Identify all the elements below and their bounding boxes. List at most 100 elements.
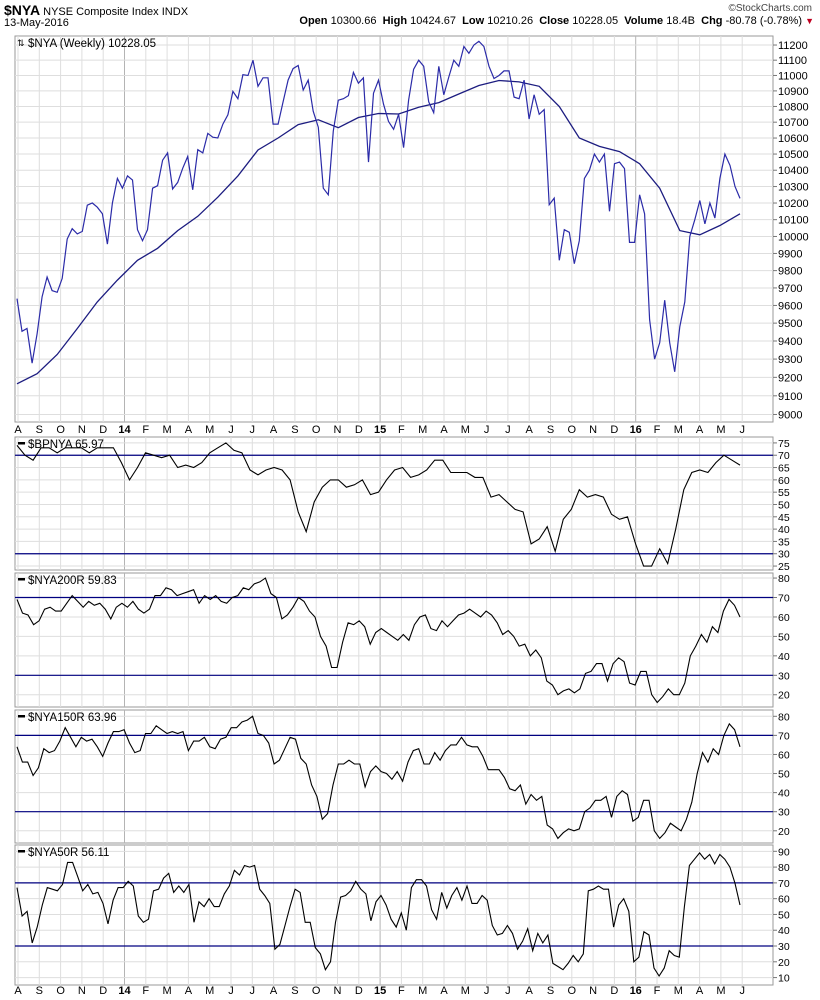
x-month-label: O [56, 985, 65, 997]
y-tick-label: 10200 [778, 198, 809, 210]
x-month-label: A [440, 985, 448, 997]
close-value: 10228.05 [572, 15, 619, 27]
y-tick-label: 9400 [778, 336, 802, 348]
x-month-label: O [56, 424, 65, 436]
y-tick-label: 10900 [778, 86, 809, 98]
index-type: INDX [161, 6, 189, 18]
y-tick-label: 75 [778, 438, 790, 450]
x-month-label: N [334, 424, 342, 436]
y-tick-label: 80 [778, 573, 790, 585]
x-month-label: M [418, 424, 427, 436]
y-tick-label: 70 [778, 450, 790, 462]
x-month-label: J [228, 985, 234, 997]
y-tick-label: 9300 [778, 354, 802, 366]
change-label: Chg [701, 15, 723, 27]
indicator-line [16, 715, 741, 840]
x-month-label: F [142, 985, 149, 997]
y-tick-label: 20 [778, 690, 790, 702]
y-tick-label: 25 [778, 561, 790, 573]
y-tick-label: 50 [778, 499, 790, 511]
y-tick-label: 9800 [778, 266, 802, 278]
change-value: -80.78 (-0.78%) [725, 15, 803, 27]
x-month-label: N [78, 985, 86, 997]
x-month-label: A [526, 424, 534, 436]
x-month-label: A [185, 985, 193, 997]
y-tick-label: 30 [778, 807, 790, 819]
index-name: NYSE Composite Index [43, 6, 159, 18]
x-month-label: D [99, 985, 107, 997]
x-month-label: S [36, 424, 43, 436]
volume-label: Volume [624, 15, 664, 27]
x-month-label: S [547, 985, 554, 997]
x-month-label: S [547, 424, 554, 436]
y-tick-label: 60 [778, 475, 790, 487]
x-month-label: S [291, 424, 298, 436]
x-month-label: J [250, 424, 256, 436]
y-tick-label: 9600 [778, 300, 802, 312]
y-tick-label: 11200 [778, 40, 808, 52]
x-month-label: J [505, 424, 511, 436]
y-tick-label: 40 [778, 925, 790, 937]
x-month-label: A [526, 985, 534, 997]
y-tick-label: 50 [778, 769, 790, 781]
y-tick-label: 30 [778, 670, 790, 682]
x-month-label: N [334, 985, 342, 997]
panel-border [14, 844, 774, 986]
open-label: Open [299, 15, 328, 27]
copyright[interactable]: ©StockCharts.com [728, 3, 812, 14]
x-month-label: J [484, 424, 490, 436]
y-tick-label: 10300 [778, 182, 809, 194]
y-tick-label: 70 [778, 730, 790, 742]
panel-legend: $NYA50R 56.11 [18, 847, 109, 859]
y-tick-label: 30 [778, 941, 790, 953]
x-month-label: J [739, 424, 745, 436]
close-label: Close [539, 15, 570, 27]
x-month-label: D [99, 424, 107, 436]
indicator-line [16, 852, 741, 978]
x-month-label: A [14, 985, 22, 997]
volume-value: 18.4B [666, 15, 695, 27]
x-month-label: D [355, 424, 363, 436]
y-tick-label: 11100 [778, 55, 807, 67]
x-month-label: M [205, 985, 214, 997]
y-tick-label: 35 [778, 536, 790, 548]
y-tick-label: 20 [778, 826, 790, 838]
symbol: $NYA [4, 2, 41, 18]
x-month-label: J [505, 985, 511, 997]
legend-text: $NYA150R 63.96 [28, 712, 117, 724]
y-tick-label: 55 [778, 487, 790, 499]
y-tick-label: 10700 [778, 117, 809, 129]
y-tick-label: 45 [778, 512, 790, 524]
x-month-label: F [654, 985, 661, 997]
low-label: Low [462, 15, 485, 27]
x-month-label: M [716, 424, 725, 436]
x-month-label: J [484, 985, 490, 997]
panel-border [14, 35, 774, 423]
x-year-label: 16 [630, 424, 642, 436]
x-month-label: O [568, 424, 577, 436]
panel-legend: $NYA150R 63.96 [18, 712, 117, 724]
x-month-label: M [163, 985, 172, 997]
x-month-label: F [654, 424, 661, 436]
down-triangle-icon: ▼ [805, 16, 814, 26]
x-axis-labels: A S O N D 14 F M A M J J A S O N D 15 F M A M J J A S O N D 16 F M A M J [14, 985, 745, 997]
x-month-label: A [270, 424, 278, 436]
x-month-label: A [14, 424, 22, 436]
price-bar-icon: ⇅ [17, 38, 25, 48]
x-month-label: M [461, 985, 470, 997]
legend-line-icon [18, 850, 25, 853]
panel-border [14, 572, 774, 708]
x-month-label: M [674, 985, 683, 997]
x-month-label: D [610, 985, 618, 997]
y-tick-label: 70 [778, 878, 790, 890]
x-month-label: D [355, 985, 363, 997]
x-month-label: M [674, 424, 683, 436]
legend-text: $NYA (Weekly) 10228.05 [28, 38, 156, 50]
legend-line-icon [18, 715, 25, 718]
y-tick-label: 50 [778, 631, 790, 643]
y-tick-label: 9200 [778, 372, 802, 384]
x-year-label: 15 [374, 424, 386, 436]
y-tick-label: 10500 [778, 149, 809, 161]
